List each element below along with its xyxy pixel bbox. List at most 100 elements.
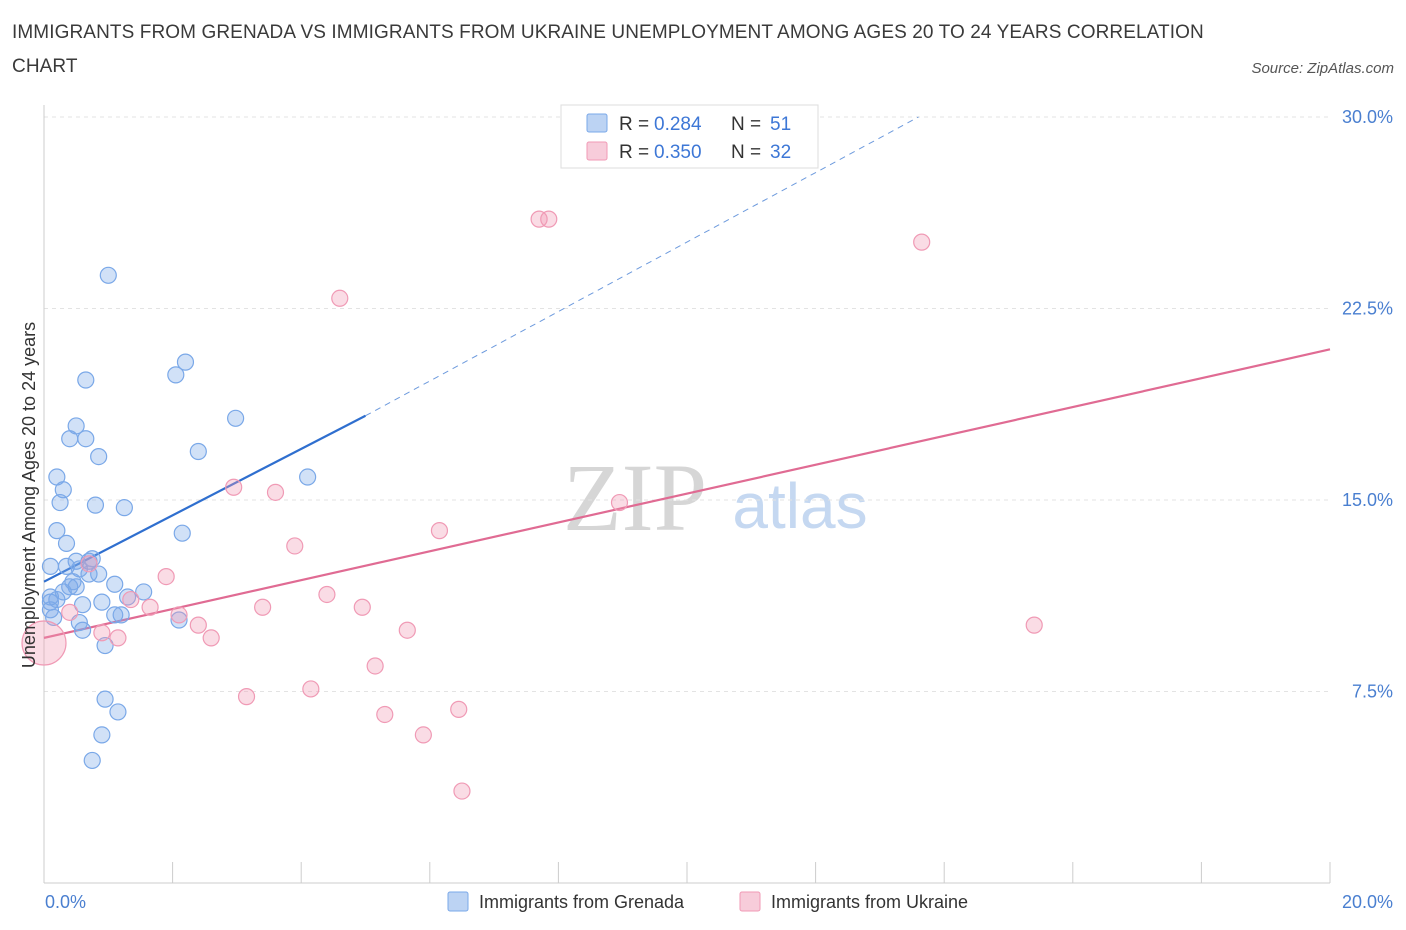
ukraine-point — [225, 478, 243, 496]
ukraine-point — [376, 705, 394, 724]
ukraine-point — [1025, 616, 1043, 634]
axes — [43, 105, 1331, 884]
grenada-point — [227, 409, 245, 427]
legend-n-ukraine: 32 — [770, 142, 791, 163]
data-points — [21, 210, 1043, 800]
grenada-point — [109, 703, 127, 721]
ukraine-point — [318, 585, 336, 604]
grenada-point — [67, 552, 85, 570]
ukraine-point — [266, 483, 285, 501]
grenada-point — [54, 583, 72, 601]
grenada-point — [57, 534, 76, 553]
ukraine-point — [141, 598, 159, 616]
ukraine-point — [453, 782, 471, 800]
ukraine-point — [122, 590, 140, 609]
grenada-point — [106, 606, 124, 624]
grenada-point — [67, 417, 85, 435]
grenada-point — [173, 524, 191, 542]
ukraine-point — [170, 606, 188, 624]
ukraine-point — [21, 620, 67, 666]
grenada-point — [93, 726, 111, 744]
bottom-legend-ukraine: Immigrants from Ukraine — [771, 892, 968, 912]
legend-r-ukraine: 0.350 — [654, 142, 702, 163]
ukraine-point — [430, 522, 449, 540]
grenada-point — [86, 496, 105, 514]
ukraine-point — [331, 289, 349, 307]
y-axis-label: Unemployment Among Ages 20 to 24 years — [19, 322, 39, 668]
ukraine-point — [530, 210, 548, 228]
ukraine-trend-line — [43, 348, 1331, 639]
ukraine-point — [366, 657, 384, 675]
ukraine-point — [202, 629, 220, 647]
grenada-point — [115, 499, 133, 517]
ukraine-point — [286, 537, 304, 555]
legend-r-label-grenada: R = — [619, 114, 649, 135]
grenada-trend-line — [43, 414, 367, 583]
watermark-zip: ZIP — [563, 444, 707, 551]
grenada-point — [96, 690, 114, 708]
ukraine-point — [353, 598, 371, 616]
grenada-point — [167, 366, 185, 384]
grenada-point — [135, 583, 153, 601]
x-tick-label-min: 0.0% — [45, 892, 86, 912]
grenada-point — [106, 575, 124, 593]
trend-lines — [43, 116, 1331, 639]
top-legend: R = 0.284 N = 51 R = 0.350 N = 32 — [560, 104, 819, 169]
ukraine-point — [237, 688, 256, 706]
grenada-point — [48, 522, 66, 540]
legend-n-grenada: 51 — [770, 114, 791, 135]
ukraine-point — [93, 624, 111, 642]
grenada-point — [176, 353, 195, 371]
ukraine-point — [109, 629, 127, 647]
watermark-atlas: atlas — [732, 470, 867, 542]
tick-labels: 7.5% 15.0% 22.5% 30.0% 0.0% 20.0% — [45, 107, 1393, 912]
chart-title: IMMIGRANTS FROM GRENADA VS IMMIGRANTS FR… — [12, 22, 1204, 77]
grenada-point — [118, 588, 137, 606]
grenada-point — [67, 578, 85, 596]
grenada-trend-extension — [365, 116, 919, 417]
grenada-point — [57, 557, 76, 575]
grenada-point — [96, 636, 114, 655]
grenada-point — [77, 371, 95, 389]
x-tick-label-max: 20.0% — [1342, 892, 1393, 912]
ukraine-point — [80, 555, 98, 573]
grenada-point — [99, 266, 117, 284]
y-tick-label: 15.0% — [1342, 490, 1393, 510]
y-tick-label: 7.5% — [1352, 682, 1393, 702]
ukraine-point — [189, 616, 207, 634]
bottom-legend-swatch-grenada — [447, 891, 469, 912]
grenada-point — [83, 751, 101, 770]
bottom-legend-grenada: Immigrants from Grenada — [479, 892, 685, 912]
y-tick-label: 30.0% — [1342, 107, 1393, 127]
legend-r-grenada: 0.284 — [654, 114, 702, 135]
ukraine-point — [414, 726, 432, 744]
grenada-point — [51, 493, 69, 512]
grenada-point — [299, 468, 317, 486]
grenada-point — [54, 481, 72, 499]
ukraine-point — [450, 700, 468, 718]
legend-swatch-ukraine — [586, 141, 608, 161]
grenada-point — [93, 593, 111, 611]
grenada-point — [90, 447, 108, 466]
grenada-point — [41, 557, 60, 575]
ukraine-point — [610, 493, 629, 512]
y-tick-label: 22.5% — [1342, 299, 1393, 319]
ukraine-point — [913, 233, 931, 251]
ukraine-point — [540, 210, 558, 228]
source-label: Source: ZipAtlas.com — [1251, 60, 1394, 77]
grenada-point — [77, 430, 95, 448]
grenada-point — [73, 596, 92, 614]
ukraine-point — [157, 567, 175, 586]
legend-n-label-ukraine: N = — [731, 142, 761, 163]
legend-n-label-grenada: N = — [731, 114, 761, 135]
legend-r-label-ukraine: R = — [619, 142, 649, 163]
ukraine-point — [61, 603, 79, 621]
grenada-point — [189, 442, 207, 461]
grenada-point — [112, 606, 130, 624]
legend-swatch-grenada — [586, 113, 608, 133]
ukraine-point — [254, 598, 272, 616]
grid-lines — [44, 116, 1330, 692]
ukraine-point — [302, 680, 320, 698]
bottom-legend: Immigrants from Grenada Immigrants from … — [447, 891, 968, 912]
